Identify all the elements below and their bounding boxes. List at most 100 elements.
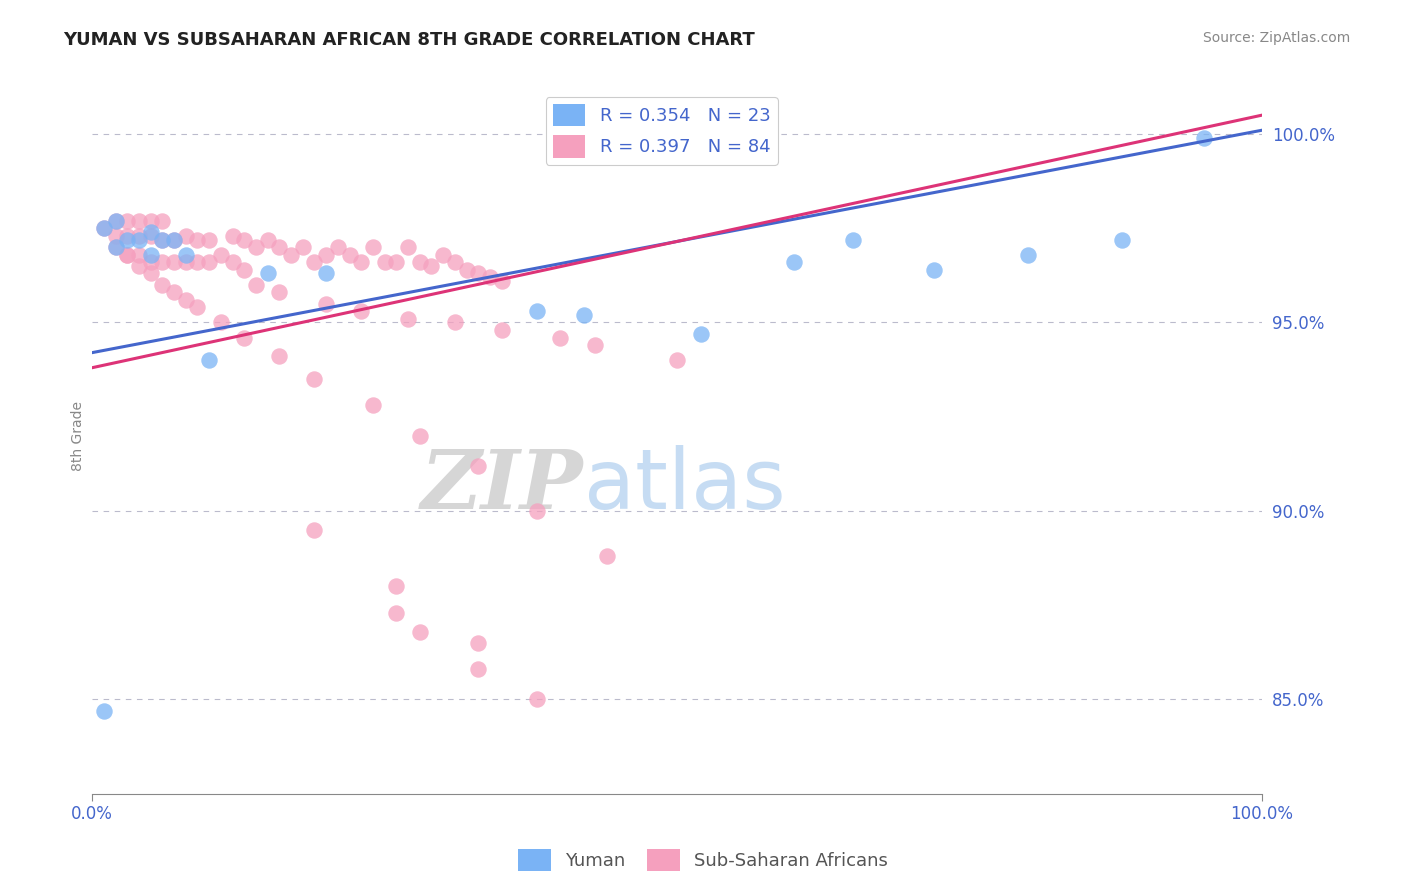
Point: [93, 221, 115, 235]
Point: [304, 255, 326, 269]
Point: [548, 330, 571, 344]
Legend: R = 0.354   N = 23, R = 0.397   N = 84: R = 0.354 N = 23, R = 0.397 N = 84: [546, 97, 778, 165]
Point: [163, 285, 186, 300]
Point: [233, 262, 256, 277]
Point: [304, 523, 326, 537]
Point: [163, 233, 186, 247]
Point: [209, 316, 232, 330]
Point: [150, 255, 173, 269]
Point: [245, 240, 267, 254]
Point: [139, 228, 162, 243]
Point: [315, 296, 337, 310]
Point: [572, 308, 595, 322]
Point: [117, 247, 139, 261]
Point: [221, 228, 243, 243]
Point: [186, 255, 208, 269]
Point: [443, 255, 465, 269]
Point: [117, 233, 139, 247]
Point: [350, 255, 373, 269]
Point: [1017, 247, 1039, 261]
Text: YUMAN VS SUBSAHARAN AFRICAN 8TH GRADE CORRELATION CHART: YUMAN VS SUBSAHARAN AFRICAN 8TH GRADE CO…: [63, 31, 755, 49]
Point: [291, 240, 314, 254]
Point: [198, 255, 221, 269]
Point: [280, 247, 302, 261]
Y-axis label: 8th Grade: 8th Grade: [72, 401, 86, 471]
Point: [1192, 130, 1215, 145]
Point: [339, 247, 361, 261]
Point: [233, 330, 256, 344]
Point: [478, 270, 501, 285]
Point: [150, 233, 173, 247]
Point: [128, 259, 150, 273]
Point: [526, 692, 548, 706]
Point: [139, 213, 162, 227]
Point: [269, 350, 291, 364]
Point: [350, 304, 373, 318]
Point: [128, 233, 150, 247]
Point: [361, 240, 384, 254]
Point: [163, 233, 186, 247]
Point: [174, 228, 197, 243]
Point: [174, 247, 197, 261]
Point: [456, 262, 478, 277]
Point: [128, 228, 150, 243]
Point: [385, 606, 408, 620]
Point: [269, 285, 291, 300]
Point: [93, 704, 115, 718]
Point: [150, 233, 173, 247]
Point: [409, 624, 432, 639]
Point: [139, 247, 162, 261]
Point: [163, 255, 186, 269]
Point: [221, 255, 243, 269]
Text: ZIP: ZIP: [420, 446, 583, 525]
Legend: Yuman, Sub-Saharan Africans: Yuman, Sub-Saharan Africans: [510, 842, 896, 879]
Point: [128, 213, 150, 227]
Point: [209, 247, 232, 261]
Point: [104, 228, 127, 243]
Point: [104, 240, 127, 254]
Point: [139, 255, 162, 269]
Point: [104, 213, 127, 227]
Point: [396, 240, 419, 254]
Point: [150, 213, 173, 227]
Point: [128, 247, 150, 261]
Point: [315, 247, 337, 261]
Point: [409, 428, 432, 442]
Point: [174, 293, 197, 307]
Point: [924, 262, 946, 277]
Point: [139, 267, 162, 281]
Point: [198, 353, 221, 368]
Point: [526, 304, 548, 318]
Point: [269, 240, 291, 254]
Point: [689, 326, 711, 341]
Point: [186, 233, 208, 247]
Point: [174, 255, 197, 269]
Point: [443, 316, 465, 330]
Point: [491, 274, 513, 288]
Point: [186, 301, 208, 315]
Point: [104, 240, 127, 254]
Point: [304, 372, 326, 386]
Point: [139, 225, 162, 239]
Point: [526, 504, 548, 518]
Point: [93, 221, 115, 235]
Point: [783, 255, 806, 269]
Point: [198, 233, 221, 247]
Point: [315, 267, 337, 281]
Point: [245, 277, 267, 292]
Point: [256, 267, 278, 281]
Point: [374, 255, 396, 269]
Point: [233, 233, 256, 247]
Point: [256, 233, 278, 247]
Point: [467, 636, 489, 650]
Point: [432, 247, 454, 261]
Point: [326, 240, 349, 254]
Text: atlas: atlas: [583, 445, 786, 526]
Point: [104, 213, 127, 227]
Point: [117, 247, 139, 261]
Point: [396, 311, 419, 326]
Point: [1111, 233, 1133, 247]
Point: [150, 277, 173, 292]
Point: [420, 259, 443, 273]
Point: [467, 458, 489, 473]
